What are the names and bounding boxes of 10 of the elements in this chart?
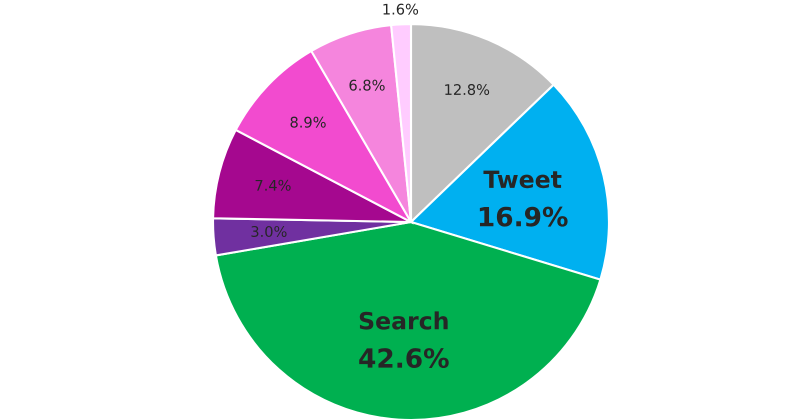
- data-label: 8.9%: [290, 116, 326, 128]
- data-label: 12.8%: [445, 84, 490, 96]
- slice-label: Search: [360, 311, 448, 330]
- data-label: 3.0%: [251, 226, 287, 237]
- data-label: 42.6%: [359, 348, 449, 368]
- slice-label: Tweet: [483, 170, 562, 188]
- data-label: 6.8%: [349, 80, 385, 91]
- data-label: 16.9%: [480, 206, 568, 227]
- data-label: 1.6%: [383, 4, 418, 15]
- data-label: 7.4%: [256, 180, 291, 191]
